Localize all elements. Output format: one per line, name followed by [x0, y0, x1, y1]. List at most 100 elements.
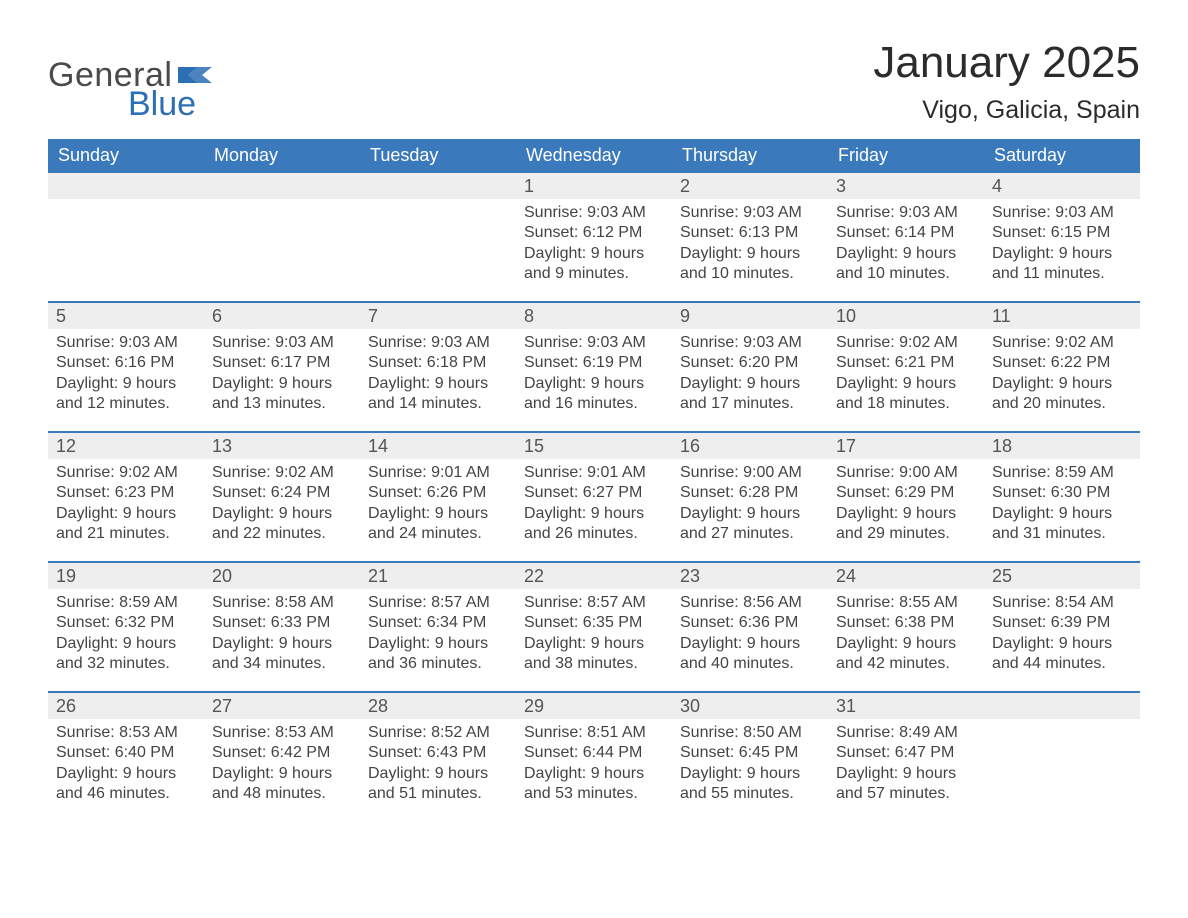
daylight-text-2: and 22 minutes. — [212, 524, 352, 544]
calendar-day-number: 7 — [368, 306, 378, 326]
calendar-day-body — [204, 199, 360, 213]
calendar-daynum-row: 16 — [672, 433, 828, 459]
calendar-day-body: Sunrise: 8:57 AMSunset: 6:34 PMDaylight:… — [360, 589, 516, 685]
calendar-cell: 10Sunrise: 9:02 AMSunset: 6:21 PMDayligh… — [828, 303, 984, 431]
calendar-cell: 30Sunrise: 8:50 AMSunset: 6:45 PMDayligh… — [672, 693, 828, 821]
sunset-text: Sunset: 6:14 PM — [836, 223, 976, 243]
sunrise-text: Sunrise: 8:59 AM — [992, 463, 1132, 483]
sunrise-text: Sunrise: 9:02 AM — [56, 463, 196, 483]
calendar-day-body: Sunrise: 8:53 AMSunset: 6:40 PMDaylight:… — [48, 719, 204, 815]
sunset-text: Sunset: 6:16 PM — [56, 353, 196, 373]
calendar-cell: 9Sunrise: 9:03 AMSunset: 6:20 PMDaylight… — [672, 303, 828, 431]
calendar-cell: 1Sunrise: 9:03 AMSunset: 6:12 PMDaylight… — [516, 173, 672, 301]
header-row: General Blue January 2025 Vigo, Galicia,… — [48, 38, 1140, 125]
daylight-text-2: and 20 minutes. — [992, 394, 1132, 414]
daylight-text-1: Daylight: 9 hours — [368, 764, 508, 784]
calendar-cell: 28Sunrise: 8:52 AMSunset: 6:43 PMDayligh… — [360, 693, 516, 821]
sunrise-text: Sunrise: 8:58 AM — [212, 593, 352, 613]
calendar-day-body: Sunrise: 8:55 AMSunset: 6:38 PMDaylight:… — [828, 589, 984, 685]
daylight-text-2: and 12 minutes. — [56, 394, 196, 414]
daylight-text-1: Daylight: 9 hours — [56, 504, 196, 524]
daylight-text-2: and 17 minutes. — [680, 394, 820, 414]
daylight-text-2: and 24 minutes. — [368, 524, 508, 544]
calendar-day-number: 19 — [56, 566, 76, 586]
calendar-week: 19 Sunrise: 8:59 AMSunset: 6:32 PMDayligh… — [48, 561, 1140, 691]
sunrise-text: Sunrise: 9:01 AM — [524, 463, 664, 483]
sunset-text: Sunset: 6:30 PM — [992, 483, 1132, 503]
daylight-text-1: Daylight: 9 hours — [992, 504, 1132, 524]
calendar-cell: 19 Sunrise: 8:59 AMSunset: 6:32 PMDayligh… — [48, 563, 204, 691]
daylight-text-1: Daylight: 9 hours — [56, 764, 196, 784]
calendar-day-number: 31 — [836, 696, 856, 716]
sunset-text: Sunset: 6:23 PM — [56, 483, 196, 503]
sunset-text: Sunset: 6:19 PM — [524, 353, 664, 373]
daylight-text-2: and 16 minutes. — [524, 394, 664, 414]
calendar-day-number: 22 — [524, 566, 544, 586]
daylight-text-1: Daylight: 9 hours — [212, 764, 352, 784]
calendar-header-cell: Monday — [204, 139, 360, 173]
daylight-text-1: Daylight: 9 hours — [836, 634, 976, 654]
calendar-day-number: 21 — [368, 566, 388, 586]
sunrise-text: Sunrise: 9:01 AM — [368, 463, 508, 483]
calendar-cell: 17Sunrise: 9:00 AMSunset: 6:29 PMDayligh… — [828, 433, 984, 561]
daylight-text-1: Daylight: 9 hours — [680, 244, 820, 264]
calendar-day-body: Sunrise: 9:01 AMSunset: 6:27 PMDaylight:… — [516, 459, 672, 555]
calendar-cell: 6Sunrise: 9:03 AMSunset: 6:17 PMDaylight… — [204, 303, 360, 431]
daylight-text-1: Daylight: 9 hours — [836, 374, 976, 394]
calendar-cell: 15Sunrise: 9:01 AMSunset: 6:27 PMDayligh… — [516, 433, 672, 561]
sunset-text: Sunset: 6:32 PM — [56, 613, 196, 633]
calendar-daynum-row: 28 — [360, 693, 516, 719]
calendar-week: 12Sunrise: 9:02 AMSunset: 6:23 PMDayligh… — [48, 431, 1140, 561]
calendar-day-body — [984, 719, 1140, 733]
daylight-text-1: Daylight: 9 hours — [836, 244, 976, 264]
sunset-text: Sunset: 6:17 PM — [212, 353, 352, 373]
daylight-text-1: Daylight: 9 hours — [836, 504, 976, 524]
daylight-text-2: and 34 minutes. — [212, 654, 352, 674]
calendar-day-body: Sunrise: 9:03 AMSunset: 6:13 PMDaylight:… — [672, 199, 828, 295]
sunset-text: Sunset: 6:12 PM — [524, 223, 664, 243]
calendar-daynum-row: 6 — [204, 303, 360, 329]
sunset-text: Sunset: 6:44 PM — [524, 743, 664, 763]
calendar-daynum-row — [48, 173, 204, 199]
daylight-text-2: and 9 minutes. — [524, 264, 664, 284]
calendar-cell: 3Sunrise: 9:03 AMSunset: 6:14 PMDaylight… — [828, 173, 984, 301]
calendar-day-body: Sunrise: 8:51 AMSunset: 6:44 PMDaylight:… — [516, 719, 672, 815]
calendar-cell: 20Sunrise: 8:58 AMSunset: 6:33 PMDayligh… — [204, 563, 360, 691]
calendar-day-number: 1 — [524, 176, 534, 196]
sunset-text: Sunset: 6:29 PM — [836, 483, 976, 503]
calendar-daynum-row: 27 — [204, 693, 360, 719]
titles: January 2025 Vigo, Galicia, Spain — [873, 38, 1140, 125]
calendar-day-number: 25 — [992, 566, 1012, 586]
calendar-daynum-row: 23 — [672, 563, 828, 589]
daylight-text-2: and 21 minutes. — [56, 524, 196, 544]
calendar-daynum-row: 25 — [984, 563, 1140, 589]
daylight-text-1: Daylight: 9 hours — [992, 634, 1132, 654]
sunrise-text: Sunrise: 8:55 AM — [836, 593, 976, 613]
calendar: SundayMondayTuesdayWednesdayThursdayFrid… — [48, 139, 1140, 821]
calendar-daynum-row: 17 — [828, 433, 984, 459]
calendar-daynum-row: 2 — [672, 173, 828, 199]
calendar-day-number: 26 — [56, 696, 76, 716]
calendar-day-number: 13 — [212, 436, 232, 456]
daylight-text-2: and 42 minutes. — [836, 654, 976, 674]
calendar-cell: 21 Sunrise: 8:57 AMSunset: 6:34 PMDayligh… — [360, 563, 516, 691]
calendar-cell: 31Sunrise: 8:49 AMSunset: 6:47 PMDayligh… — [828, 693, 984, 821]
calendar-day-number: 14 — [368, 436, 388, 456]
daylight-text-1: Daylight: 9 hours — [56, 374, 196, 394]
calendar-daynum-row — [984, 693, 1140, 719]
daylight-text-2: and 32 minutes. — [56, 654, 196, 674]
sunrise-text: Sunrise: 9:03 AM — [680, 333, 820, 353]
calendar-daynum-row: 30 — [672, 693, 828, 719]
calendar-day-number: 3 — [836, 176, 846, 196]
daylight-text-1: Daylight: 9 hours — [992, 374, 1132, 394]
sunset-text: Sunset: 6:33 PM — [212, 613, 352, 633]
sunrise-text: Sunrise: 9:02 AM — [212, 463, 352, 483]
calendar-day-body: Sunrise: 8:56 AMSunset: 6:36 PMDaylight:… — [672, 589, 828, 685]
calendar-header-cell: Friday — [828, 139, 984, 173]
sunset-text: Sunset: 6:45 PM — [680, 743, 820, 763]
daylight-text-1: Daylight: 9 hours — [524, 374, 664, 394]
calendar-day-body: Sunrise: 8:59 AMSunset: 6:32 PMDaylight:… — [48, 589, 204, 685]
calendar-day-body: Sunrise: 9:02 AMSunset: 6:23 PMDaylight:… — [48, 459, 204, 555]
calendar-day-body: Sunrise: 8:59 AMSunset: 6:30 PMDaylight:… — [984, 459, 1140, 555]
daylight-text-2: and 29 minutes. — [836, 524, 976, 544]
